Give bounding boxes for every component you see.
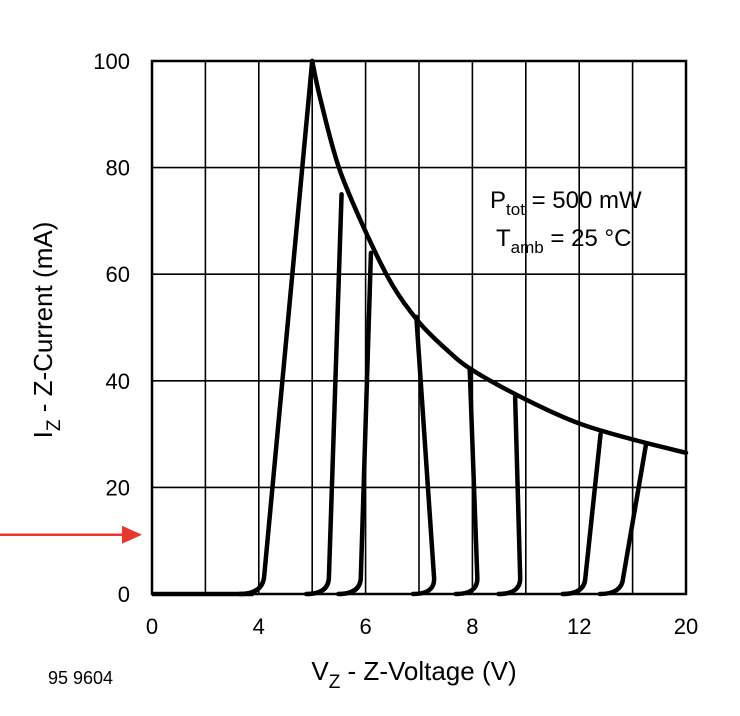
zener-curve	[410, 314, 437, 597]
figure-code: 95 9604	[48, 668, 113, 688]
zener-curve	[237, 58, 315, 597]
y-tick-labels: 0 20 40 60 80 100	[93, 49, 130, 607]
y-axis-label: IZ - Z-Current (mA)	[28, 222, 65, 439]
x-tick-label: 8	[466, 614, 478, 639]
zener-curve	[560, 431, 603, 597]
x-tick-label: 0	[146, 614, 158, 639]
zener-curve	[453, 367, 480, 597]
y-tick-label: 60	[106, 262, 130, 287]
x-axis-label: VZ - Z-Voltage (V)	[311, 656, 516, 693]
y-tick-label: 40	[106, 369, 130, 394]
y-tick-label: 80	[106, 156, 130, 181]
x-tick-label: 4	[253, 614, 265, 639]
arrow-head	[122, 525, 142, 544]
x-tick-labels: 0 4 6 8 12 20	[146, 614, 698, 639]
zener-curve	[597, 442, 649, 597]
y-tick-label: 0	[118, 582, 130, 607]
red-arrow	[0, 525, 142, 544]
annotation-power: Ptot = 500 mW	[490, 187, 642, 219]
x-tick-label: 6	[359, 614, 371, 639]
y-tick-label: 20	[106, 475, 130, 500]
zener-curves	[152, 58, 649, 597]
y-tick-label: 100	[93, 49, 130, 74]
plot-frame	[150, 59, 688, 596]
x-tick-label: 12	[567, 614, 591, 639]
annotation-temperature: Tamb = 25 °C	[496, 225, 631, 257]
zener-curve	[496, 394, 523, 597]
power-limit-curve	[309, 58, 689, 456]
x-tick-label: 20	[674, 614, 698, 639]
